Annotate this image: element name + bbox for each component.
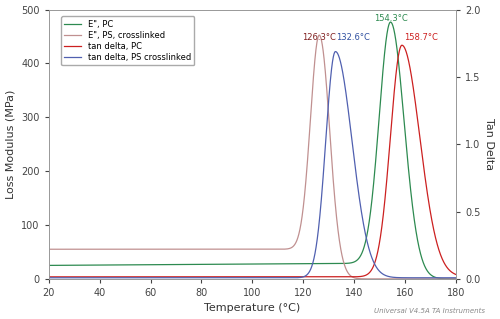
E", PS, crosslinked <box>92 247 98 251</box>
E", PC <box>116 263 122 267</box>
E", PC <box>46 263 52 267</box>
Text: Universal V4.5A TA Instruments: Universal V4.5A TA Instruments <box>374 308 485 314</box>
Text: 126.3°C: 126.3°C <box>302 33 336 42</box>
tan delta, PS crosslinked <box>402 276 407 280</box>
Line: tan delta, PC: tan delta, PC <box>48 45 456 277</box>
tan delta, PC <box>202 275 208 279</box>
Y-axis label: Tan Delta: Tan Delta <box>484 118 494 170</box>
E", PS, crosslinked <box>316 33 322 37</box>
tan delta, PC <box>116 275 122 279</box>
E", PC <box>453 277 459 281</box>
tan delta, PS crosslinked <box>46 276 52 280</box>
E", PC <box>402 123 407 127</box>
E", PC <box>220 263 226 266</box>
E", PS, crosslinked <box>202 247 208 251</box>
tan delta, PC <box>399 43 405 47</box>
E", PS, crosslinked <box>446 277 452 281</box>
E", PC <box>202 263 208 266</box>
tan delta, PS crosslinked <box>92 276 98 280</box>
E", PS, crosslinked <box>220 247 226 251</box>
tan delta, PC <box>446 267 452 271</box>
E", PS, crosslinked <box>46 247 52 251</box>
Line: tan delta, PS crosslinked: tan delta, PS crosslinked <box>48 52 456 278</box>
tan delta, PC <box>92 275 98 279</box>
Y-axis label: Loss Modulus (MPa): Loss Modulus (MPa) <box>6 90 16 199</box>
Line: E", PC: E", PC <box>48 22 456 279</box>
tan delta, PC <box>46 275 52 279</box>
tan delta, PS crosslinked <box>116 276 122 280</box>
tan delta, PC <box>402 46 407 49</box>
E", PS, crosslinked <box>402 277 407 281</box>
E", PC <box>92 263 98 267</box>
tan delta, PS crosslinked <box>332 50 338 54</box>
tan delta, PS crosslinked <box>446 276 452 280</box>
Text: 132.6°C: 132.6°C <box>336 33 370 42</box>
E", PS, crosslinked <box>116 247 122 251</box>
Text: 158.7°C: 158.7°C <box>404 33 438 42</box>
E", PC <box>446 277 452 281</box>
E", PS, crosslinked <box>453 277 459 281</box>
Legend: E", PC, E", PS, crosslinked, tan delta, PC, tan delta, PS crosslinked: E", PC, E", PS, crosslinked, tan delta, … <box>61 16 194 65</box>
tan delta, PC <box>453 273 459 277</box>
tan delta, PS crosslinked <box>202 276 208 280</box>
E", PC <box>388 20 394 24</box>
X-axis label: Temperature (°C): Temperature (°C) <box>204 303 300 314</box>
Line: E", PS, crosslinked: E", PS, crosslinked <box>48 35 456 279</box>
tan delta, PS crosslinked <box>453 276 459 280</box>
tan delta, PS crosslinked <box>220 276 226 280</box>
tan delta, PC <box>220 275 226 279</box>
Text: 154.3°C: 154.3°C <box>374 14 408 23</box>
